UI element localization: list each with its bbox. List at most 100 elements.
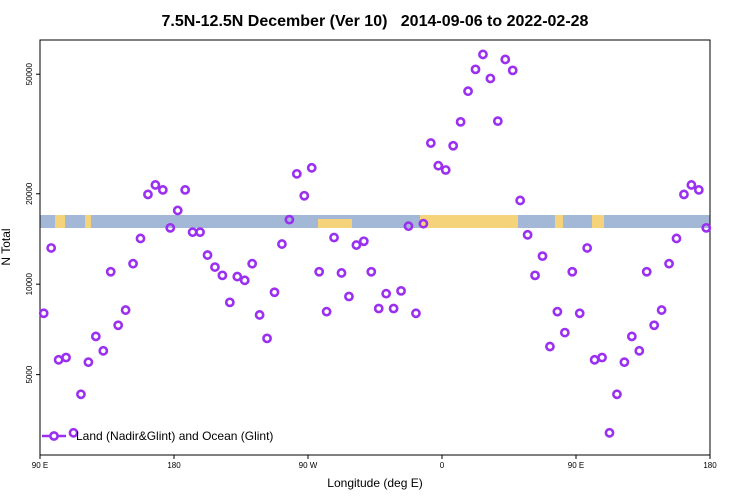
point xyxy=(321,306,332,317)
point xyxy=(679,189,689,200)
y-tick-label: 20000 xyxy=(25,182,34,205)
point xyxy=(306,162,317,173)
x-axis-label: Longitude (deg E) xyxy=(327,476,422,490)
ocean-band xyxy=(40,215,710,228)
legend: Land (Nadir&Glint) and Ocean (Glint) xyxy=(42,429,273,443)
point xyxy=(574,308,585,319)
point xyxy=(448,140,459,151)
land-patch xyxy=(555,215,563,228)
point xyxy=(582,243,593,253)
x-tick-label: 180 xyxy=(703,461,717,470)
point xyxy=(388,303,399,314)
point xyxy=(98,345,109,356)
point xyxy=(217,270,228,281)
land-patch xyxy=(592,215,604,228)
point xyxy=(381,288,392,299)
point xyxy=(150,180,161,190)
point xyxy=(671,233,682,244)
point xyxy=(567,266,578,277)
point xyxy=(83,357,94,368)
point xyxy=(641,266,652,277)
point xyxy=(38,308,49,319)
point xyxy=(172,205,183,216)
land-patch xyxy=(85,215,91,228)
point xyxy=(105,266,116,277)
point xyxy=(396,285,406,296)
point xyxy=(530,270,540,281)
point xyxy=(76,389,86,400)
point xyxy=(619,357,630,368)
point xyxy=(597,352,607,363)
point xyxy=(418,218,429,229)
point xyxy=(299,190,310,201)
x-tick-label: 90 E xyxy=(32,461,48,470)
point xyxy=(180,185,191,195)
point xyxy=(440,165,451,175)
land-patch xyxy=(55,215,65,228)
land-patch xyxy=(420,215,518,228)
y-tick-label: 10000 xyxy=(25,273,34,296)
point xyxy=(492,116,503,127)
point xyxy=(157,185,168,195)
legend-label: Land (Nadir&Glint) and Ocean (Glint) xyxy=(76,429,273,443)
point xyxy=(634,345,645,356)
point xyxy=(552,306,563,317)
point xyxy=(559,327,570,338)
chart-title: 7.5N-12.5N December (Ver 10) 2014-09-06 … xyxy=(162,13,589,30)
point xyxy=(626,331,637,342)
x-tick-label: 90 E xyxy=(568,461,584,470)
y-tick-label: 50000 xyxy=(25,63,34,86)
point xyxy=(373,303,384,314)
point xyxy=(210,262,220,272)
point xyxy=(403,221,414,232)
point xyxy=(344,291,354,302)
point xyxy=(500,54,511,65)
x-tick-label: 90 W xyxy=(299,461,318,470)
point xyxy=(664,258,674,269)
point xyxy=(277,239,287,249)
point xyxy=(649,320,660,331)
point xyxy=(463,86,473,97)
point xyxy=(232,271,243,282)
point xyxy=(224,297,235,308)
point xyxy=(478,49,488,60)
plot-frame xyxy=(39,39,711,456)
point xyxy=(537,251,548,262)
point xyxy=(291,168,302,179)
point xyxy=(604,427,615,438)
point xyxy=(336,268,347,278)
point xyxy=(701,222,712,233)
point xyxy=(120,305,131,315)
point xyxy=(433,160,444,171)
point xyxy=(485,73,496,84)
point xyxy=(545,341,555,352)
point xyxy=(329,232,339,243)
point xyxy=(425,138,436,148)
land-patch xyxy=(318,219,352,228)
y-axis-label: N Total xyxy=(0,228,13,265)
x-tick-label: 0 xyxy=(440,461,445,470)
point xyxy=(358,236,369,247)
point xyxy=(507,65,518,76)
point xyxy=(61,352,71,363)
point xyxy=(254,310,265,320)
point xyxy=(656,305,667,315)
point xyxy=(314,266,325,277)
point xyxy=(269,287,280,298)
land-ocean-strip xyxy=(40,215,710,228)
point xyxy=(262,333,272,344)
point xyxy=(411,308,421,319)
point xyxy=(128,258,138,269)
point xyxy=(239,275,250,286)
point xyxy=(113,320,124,331)
point xyxy=(68,427,79,438)
point xyxy=(455,116,466,127)
point xyxy=(143,189,153,200)
point xyxy=(693,185,704,195)
legend-marker xyxy=(49,431,59,441)
point xyxy=(46,243,57,253)
point xyxy=(135,233,146,244)
point xyxy=(522,229,533,240)
